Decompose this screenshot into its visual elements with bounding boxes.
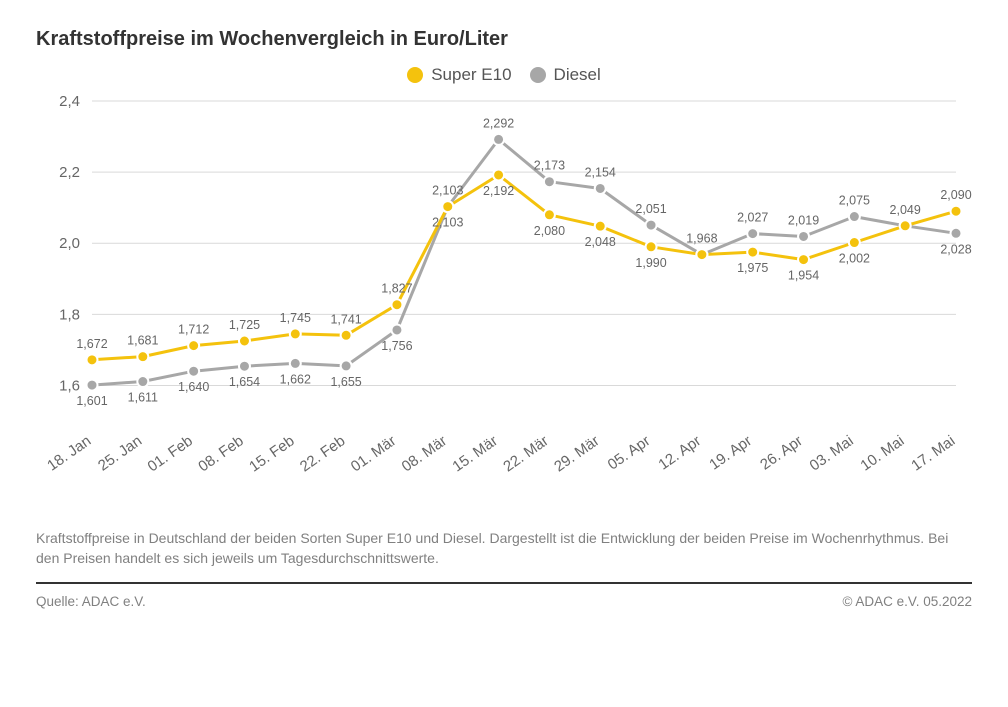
- svg-text:2,292: 2,292: [483, 116, 514, 130]
- svg-text:25. Jan: 25. Jan: [95, 432, 145, 474]
- svg-text:1,611: 1,611: [128, 391, 158, 405]
- svg-text:2,103: 2,103: [432, 184, 463, 198]
- svg-text:2,048: 2,048: [585, 235, 616, 249]
- svg-text:1,975: 1,975: [737, 261, 768, 275]
- svg-text:2,028: 2,028: [940, 242, 971, 256]
- svg-text:1,8: 1,8: [59, 306, 80, 323]
- svg-text:1,654: 1,654: [229, 375, 260, 389]
- svg-text:01. Mär: 01. Mär: [348, 432, 399, 475]
- svg-text:2,080: 2,080: [534, 224, 565, 238]
- svg-text:1,672: 1,672: [76, 337, 107, 351]
- svg-text:2,154: 2,154: [585, 165, 616, 179]
- svg-text:2,049: 2,049: [890, 203, 921, 217]
- footer: Quelle: ADAC e.V. © ADAC e.V. 05.2022: [36, 594, 972, 609]
- svg-text:2,051: 2,051: [635, 202, 666, 216]
- svg-text:2,0: 2,0: [59, 235, 80, 252]
- legend: Super E10 Diesel: [36, 65, 972, 85]
- legend-item-diesel: Diesel: [530, 65, 601, 85]
- svg-text:1,745: 1,745: [280, 311, 311, 325]
- svg-text:1,662: 1,662: [280, 372, 311, 386]
- svg-text:15. Mär: 15. Mär: [449, 432, 500, 475]
- svg-text:26. Apr: 26. Apr: [757, 432, 806, 473]
- svg-text:22. Mär: 22. Mär: [500, 432, 551, 475]
- svg-text:2,002: 2,002: [839, 252, 870, 266]
- svg-text:29. Mär: 29. Mär: [551, 432, 602, 475]
- svg-text:2,192: 2,192: [483, 184, 514, 198]
- svg-text:08. Mär: 08. Mär: [399, 432, 450, 475]
- legend-label-diesel: Diesel: [554, 65, 601, 85]
- svg-text:1,725: 1,725: [229, 318, 260, 332]
- chart-area: 1,61,82,02,22,418. Jan25. Jan01. Feb08. …: [36, 91, 972, 521]
- legend-swatch-diesel: [530, 67, 546, 83]
- svg-text:2,4: 2,4: [59, 93, 80, 110]
- svg-text:1,741: 1,741: [330, 312, 361, 326]
- svg-text:01. Feb: 01. Feb: [145, 432, 196, 475]
- svg-text:1,968: 1,968: [686, 232, 717, 246]
- svg-text:2,103: 2,103: [432, 216, 463, 230]
- chart-title: Kraftstoffpreise im Wochenvergleich in E…: [36, 28, 972, 51]
- svg-text:2,090: 2,090: [940, 188, 971, 202]
- svg-text:1,827: 1,827: [381, 282, 412, 296]
- svg-text:08. Feb: 08. Feb: [195, 432, 246, 475]
- svg-text:1,954: 1,954: [788, 269, 819, 283]
- svg-text:1,756: 1,756: [381, 339, 412, 353]
- legend-item-e10: Super E10: [407, 65, 511, 85]
- svg-text:03. Mai: 03. Mai: [807, 432, 857, 474]
- chart-description: Kraftstoffpreise in Deutschland der beid…: [36, 529, 972, 568]
- svg-text:22. Feb: 22. Feb: [297, 432, 348, 475]
- svg-text:1,712: 1,712: [178, 323, 209, 337]
- svg-text:05. Apr: 05. Apr: [605, 432, 654, 473]
- source-text: Quelle: ADAC e.V.: [36, 594, 146, 609]
- svg-text:2,2: 2,2: [59, 164, 80, 181]
- svg-text:2,173: 2,173: [534, 159, 565, 173]
- legend-swatch-e10: [407, 67, 423, 83]
- svg-text:10. Mai: 10. Mai: [857, 432, 907, 474]
- svg-text:15. Feb: 15. Feb: [246, 432, 297, 475]
- svg-text:17. Mai: 17. Mai: [908, 432, 958, 474]
- svg-text:2,075: 2,075: [839, 194, 870, 208]
- svg-text:19. Apr: 19. Apr: [706, 432, 755, 473]
- svg-text:1,655: 1,655: [330, 375, 361, 389]
- svg-text:1,6: 1,6: [59, 377, 80, 394]
- svg-text:1,601: 1,601: [76, 394, 107, 408]
- divider: [36, 582, 972, 584]
- svg-text:2,019: 2,019: [788, 213, 819, 227]
- legend-label-e10: Super E10: [431, 65, 511, 85]
- svg-text:1,640: 1,640: [178, 380, 209, 394]
- line-chart-svg: 1,61,82,02,22,418. Jan25. Jan01. Feb08. …: [36, 91, 972, 521]
- svg-text:12. Apr: 12. Apr: [655, 432, 704, 473]
- svg-text:18. Jan: 18. Jan: [44, 432, 94, 474]
- svg-text:1,990: 1,990: [635, 256, 666, 270]
- chart-container: Kraftstoffpreise im Wochenvergleich in E…: [0, 0, 1008, 707]
- copyright-text: © ADAC e.V. 05.2022: [842, 594, 972, 609]
- svg-text:2,027: 2,027: [737, 211, 768, 225]
- svg-text:1,681: 1,681: [127, 334, 158, 348]
